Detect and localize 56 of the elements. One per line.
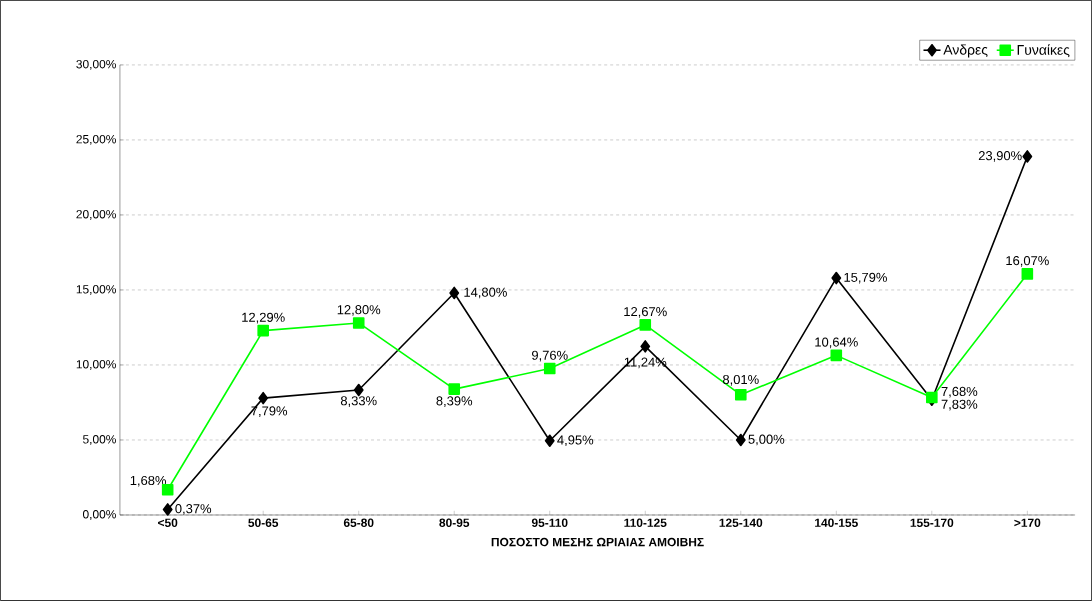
point: [257, 324, 269, 337]
data-label: 16,07%: [1006, 256, 1049, 267]
data-label: 10,64%: [815, 337, 858, 349]
x-axis-title: ΠΟΣΟΣΤΟ ΜΕΣΗΣ ΩΡΙΑΙΑΣ ΑΜΟΙΒΗΣ: [491, 537, 704, 547]
data-label: 12,67%: [624, 307, 667, 318]
data-label: 5,00%: [748, 434, 785, 446]
data-label: 8,01%: [722, 374, 759, 386]
x-tick-label: 65-80: [343, 518, 374, 528]
y-tick-label: 5,00%: [82, 435, 116, 445]
x-tick-label: 80-95: [439, 518, 470, 528]
point: [830, 349, 843, 362]
point: [258, 391, 269, 405]
legend-label: Ανδρες: [943, 44, 988, 58]
point: [353, 383, 364, 397]
data-label: 7,83%: [941, 399, 978, 411]
data-label: 12,80%: [337, 305, 381, 316]
point: [735, 433, 746, 447]
data-label: 14,80%: [464, 287, 507, 299]
data-label: 12,29%: [242, 312, 285, 324]
point: [544, 434, 555, 448]
y-tick-label: 30,00%: [76, 60, 116, 70]
data-label: 8,39%: [436, 396, 473, 408]
point: [639, 319, 652, 331]
point: [640, 340, 651, 353]
data-label: 7,79%: [251, 406, 288, 418]
y-tick-label: 10,00%: [76, 360, 116, 370]
y-tick-label: 25,00%: [76, 135, 116, 145]
data-label: 1,68%: [130, 475, 167, 487]
data-label: 8,33%: [340, 396, 377, 407]
x-tick-label: 95-110: [531, 518, 568, 528]
x-tick-label: 155-170: [910, 518, 954, 528]
y-tick-label: 15,00%: [76, 285, 116, 295]
point: [734, 389, 747, 401]
x-tick-label: 110-125: [624, 518, 667, 528]
x-tick-label: 125-140: [719, 518, 763, 528]
point: [831, 271, 842, 285]
data-label: 9,76%: [531, 350, 568, 362]
data-label: 4,95%: [557, 435, 594, 447]
legend-label: Γυναίκες: [1017, 44, 1070, 58]
point: [162, 503, 173, 516]
point: [1022, 150, 1033, 163]
point: [1021, 268, 1034, 280]
data-label: 15,79%: [844, 272, 887, 284]
point: [352, 317, 365, 329]
data-label: 7,68%: [941, 386, 978, 398]
y-tick-label: 0,00%: [82, 510, 116, 520]
point: [449, 286, 460, 300]
y-tick-label: 20,00%: [76, 210, 116, 220]
data-label: 23,90%: [978, 151, 1022, 162]
point: [543, 362, 556, 375]
x-tick-label: 140-155: [815, 518, 858, 528]
point: [448, 383, 461, 395]
x-tick-label: >170: [1014, 518, 1041, 528]
x-tick-label: <50: [158, 518, 178, 528]
data-label: 0,37%: [175, 504, 212, 515]
x-tick-label: 50-65: [248, 518, 279, 528]
